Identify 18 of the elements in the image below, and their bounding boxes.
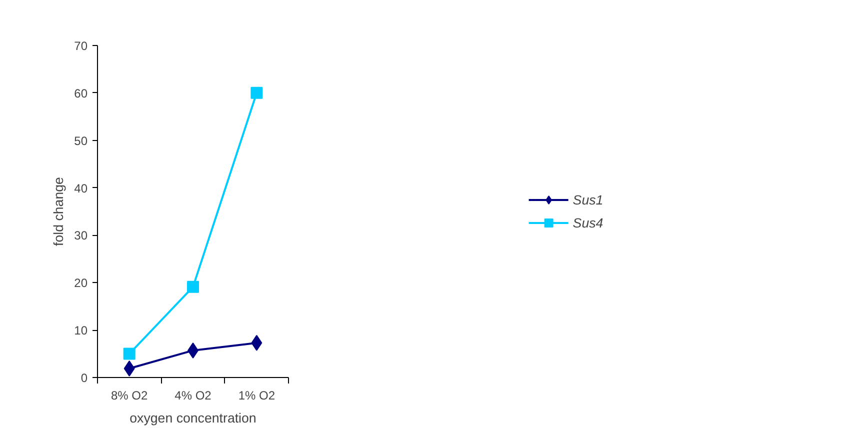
point [123,348,136,360]
y-tick-label: 70 [74,39,88,53]
point [187,280,199,293]
x-tick-label: 1% O2 [238,388,276,402]
y-tick-label: 0 [80,371,88,385]
y-tick-label: 40 [74,181,88,196]
x-axis-title: oxygen concentration [130,410,256,426]
legend-label: Sus1 [572,192,604,207]
y-tick-label: 30 [74,228,88,243]
x-tick-label: 8% O2 [110,388,148,402]
y-tick-label: 10 [74,324,88,338]
legend-label: Sus4 [572,215,604,230]
y-tick-label: 20 [74,276,88,290]
y-tick-label: 50 [74,134,88,148]
x-tick-label: 4% O2 [174,388,212,402]
point [250,86,263,99]
y-tick-label: 60 [74,86,88,100]
y-axis-title: fold change [51,177,66,246]
